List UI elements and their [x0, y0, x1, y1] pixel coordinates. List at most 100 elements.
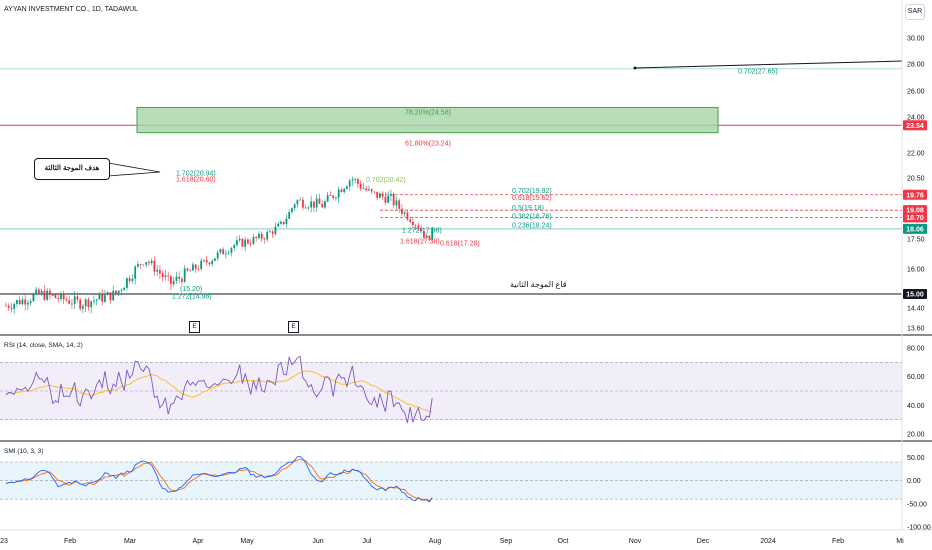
candle-body [18, 300, 21, 305]
candle-body [324, 201, 326, 208]
candle-body [425, 235, 428, 238]
smi-axis-tick: -100.00 [907, 525, 931, 532]
candle [93, 295, 95, 305]
candle-body [172, 280, 175, 285]
candle-body [76, 296, 79, 300]
candle-body [302, 199, 304, 208]
candle [46, 287, 49, 302]
candle [167, 271, 170, 282]
candle [101, 289, 104, 306]
projection-anchor [633, 66, 637, 70]
candle-body [13, 303, 16, 309]
candle [16, 299, 18, 307]
candle [381, 190, 384, 200]
candle-body [117, 290, 120, 295]
candle [131, 274, 134, 284]
candle-body [27, 302, 29, 305]
earnings-marker[interactable]: E [288, 321, 299, 333]
candle-body [51, 294, 54, 296]
candle-body [340, 189, 343, 193]
currency-button[interactable]: SAR [905, 4, 925, 20]
price-tag-bg [903, 223, 927, 234]
candle [263, 237, 266, 244]
fib-label: 0.702(19.92) [512, 188, 552, 195]
price-tag-bg [903, 120, 927, 131]
fib-label: 0.618(17.28) [440, 240, 480, 247]
candle [335, 196, 337, 201]
candle [425, 232, 428, 238]
candle [337, 186, 340, 203]
candle [373, 191, 376, 195]
candle-body [247, 239, 249, 244]
candle-body [359, 183, 362, 189]
third-wave-target-callout: هدف الموجة الثالثة [34, 158, 110, 180]
candle-body [95, 299, 98, 301]
candle [365, 185, 368, 192]
candle [175, 271, 178, 285]
candle [60, 291, 62, 302]
candle [351, 176, 354, 186]
earnings-marker[interactable]: E [189, 321, 200, 333]
candle-body [216, 252, 219, 259]
candle [90, 300, 93, 314]
y-axis-tick: 13.60 [907, 326, 925, 333]
price-pane[interactable]: 0.702(27.65) 78.20%(24.58) 61.80%(23.24) 1.… [0, 60, 903, 314]
candle-body [310, 201, 313, 208]
candle [384, 192, 387, 206]
candle [420, 224, 423, 232]
rsi-line [5, 355, 433, 424]
candle-body [16, 300, 18, 304]
fib-label: 0.382(18.76) [512, 213, 552, 220]
candle-body [101, 293, 104, 302]
smi-pane[interactable]: 50.00 0.00 -50.00 -100.00 [0, 455, 931, 532]
y-axis-tick: 26.00 [907, 89, 925, 96]
candle-body [38, 289, 40, 295]
candle [68, 296, 71, 305]
candle [40, 288, 43, 297]
x-axis-tick: Apr [193, 538, 205, 545]
candle-body [123, 287, 126, 291]
candle [106, 291, 109, 296]
x-axis-tick: Feb [832, 538, 844, 545]
candle-body [346, 186, 348, 189]
candle [401, 204, 403, 217]
candle-body [54, 294, 57, 298]
rsi-axis-tick: 80.00 [907, 346, 925, 353]
candle [244, 236, 247, 252]
fib-label: 61.80%(23.24) [405, 141, 451, 148]
candle [104, 289, 106, 304]
candle [398, 198, 401, 214]
smi-axis-tick: 50.00 [907, 455, 925, 462]
candle-body [73, 296, 76, 304]
symbol-title: AYYAN INVESTMENT CO., 1D, TADAWUL [4, 6, 139, 13]
price-tag-value: 18.06 [906, 226, 924, 233]
candle-body [159, 269, 161, 274]
candle-body [395, 200, 398, 206]
candle [18, 296, 21, 306]
candle-body [326, 195, 329, 202]
candle [280, 220, 282, 225]
candle [43, 285, 46, 302]
candle [65, 296, 68, 303]
candle-body [285, 218, 288, 225]
candle-body [354, 179, 357, 180]
price-tag: 15.00 [903, 289, 927, 299]
candle [211, 258, 214, 267]
rsi-pane[interactable]: 80.00 60.00 40.00 20.00 [0, 346, 925, 439]
candle-body [5, 305, 7, 307]
candle [54, 294, 57, 299]
y-axis-tick: 14.40 [907, 306, 925, 313]
candle-body [178, 276, 181, 279]
candle [156, 265, 159, 276]
candle [318, 193, 321, 205]
candle [189, 268, 192, 272]
candle-body [313, 201, 315, 208]
candle-body [431, 227, 434, 240]
candle-body [307, 207, 310, 209]
x-axis-tick: Mi [896, 538, 904, 545]
candle-body [370, 189, 373, 192]
candle [51, 294, 54, 297]
candle [403, 210, 406, 217]
